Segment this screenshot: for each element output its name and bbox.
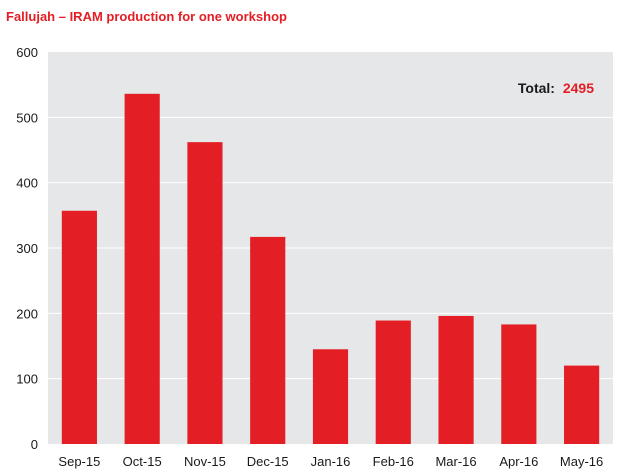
bar-nov-15 <box>187 142 223 444</box>
x-tick-label: Mar-16 <box>435 454 476 469</box>
y-axis-tick-labels: 0 100 200 300 400 500 600 <box>16 45 38 452</box>
y-tick-label: 300 <box>16 241 38 256</box>
x-tick-label: Apr-16 <box>499 454 538 469</box>
x-tick-label: Oct-15 <box>123 454 162 469</box>
total-label: Total: <box>518 80 555 96</box>
bar-oct-15 <box>124 93 160 445</box>
total-value: 2495 <box>563 80 594 96</box>
total-annotation: Total: 2495 <box>518 80 594 96</box>
bars <box>61 93 600 445</box>
y-tick-label: 200 <box>16 306 38 321</box>
x-tick-label: May-16 <box>560 454 603 469</box>
bar-mar-16 <box>438 315 474 444</box>
y-tick-label: 0 <box>31 437 38 452</box>
bar-sep-15 <box>61 210 97 444</box>
bar-apr-16 <box>501 324 537 444</box>
y-tick-label: 500 <box>16 110 38 125</box>
x-axis-tick-labels: Sep-15 Oct-15 Nov-15 Dec-15 Jan-16 Feb-16 Mar-… <box>58 454 603 469</box>
bar-feb-16 <box>375 320 411 444</box>
y-tick-label: 600 <box>16 45 38 60</box>
x-tick-label: Nov-15 <box>184 454 226 469</box>
x-tick-label: Dec-15 <box>247 454 289 469</box>
y-tick-label: 100 <box>16 372 38 387</box>
chart-title: Fallujah – IRAM production for one works… <box>6 9 287 24</box>
bar-jan-16 <box>312 349 349 444</box>
x-tick-label: Sep-15 <box>58 454 100 469</box>
y-tick-label: 400 <box>16 176 38 191</box>
bar-may-16 <box>564 365 600 444</box>
bar-dec-15 <box>250 236 286 444</box>
x-tick-label: Jan-16 <box>311 454 351 469</box>
x-tick-label: Feb-16 <box>373 454 414 469</box>
